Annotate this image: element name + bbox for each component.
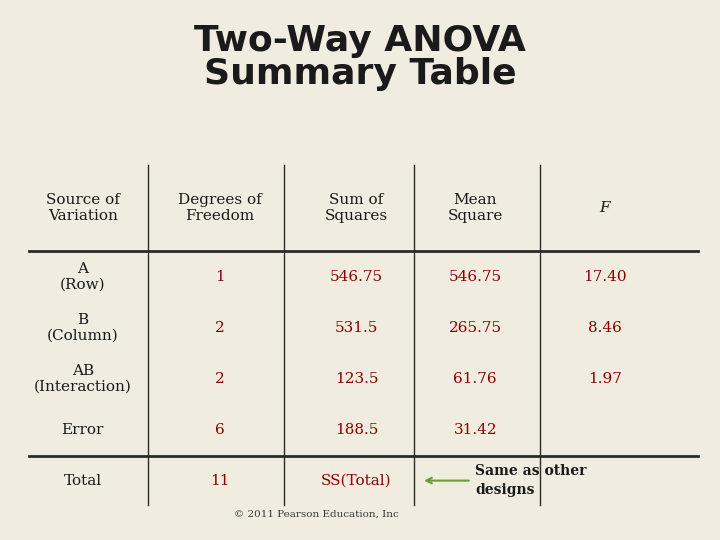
Text: 265.75: 265.75 bbox=[449, 321, 502, 335]
Text: 123.5: 123.5 bbox=[335, 372, 378, 386]
Text: 31.42: 31.42 bbox=[454, 423, 497, 437]
Text: 8.46: 8.46 bbox=[588, 321, 622, 335]
Text: 546.75: 546.75 bbox=[330, 270, 383, 284]
Text: © 2011 Pearson Education, Inc: © 2011 Pearson Education, Inc bbox=[235, 509, 399, 518]
Text: Summary Table: Summary Table bbox=[204, 57, 516, 91]
Text: 1: 1 bbox=[215, 270, 225, 284]
Text: 61.76: 61.76 bbox=[454, 372, 497, 386]
Text: Error: Error bbox=[62, 423, 104, 437]
Text: B
(Column): B (Column) bbox=[47, 313, 119, 343]
Text: F: F bbox=[600, 201, 610, 215]
Text: 2: 2 bbox=[215, 321, 225, 335]
Text: SS(Total): SS(Total) bbox=[321, 474, 392, 488]
Text: Degrees of
Freedom: Degrees of Freedom bbox=[178, 193, 261, 223]
Text: 6: 6 bbox=[215, 423, 225, 437]
Text: Total: Total bbox=[64, 474, 102, 488]
Text: 2: 2 bbox=[215, 372, 225, 386]
Text: 1.97: 1.97 bbox=[588, 372, 622, 386]
Text: A
(Row): A (Row) bbox=[60, 262, 106, 292]
Text: 546.75: 546.75 bbox=[449, 270, 502, 284]
Text: AB
(Interaction): AB (Interaction) bbox=[34, 364, 132, 394]
Text: Sum of
Squares: Sum of Squares bbox=[325, 193, 388, 223]
Text: Mean
Square: Mean Square bbox=[448, 193, 503, 223]
Text: Source of
Variation: Source of Variation bbox=[46, 193, 120, 223]
Text: Two-Way ANOVA: Two-Way ANOVA bbox=[194, 24, 526, 58]
Text: 11: 11 bbox=[210, 474, 230, 488]
Text: Same as other
designs: Same as other designs bbox=[475, 464, 587, 497]
Text: 17.40: 17.40 bbox=[583, 270, 626, 284]
Text: 531.5: 531.5 bbox=[335, 321, 378, 335]
Text: 188.5: 188.5 bbox=[335, 423, 378, 437]
